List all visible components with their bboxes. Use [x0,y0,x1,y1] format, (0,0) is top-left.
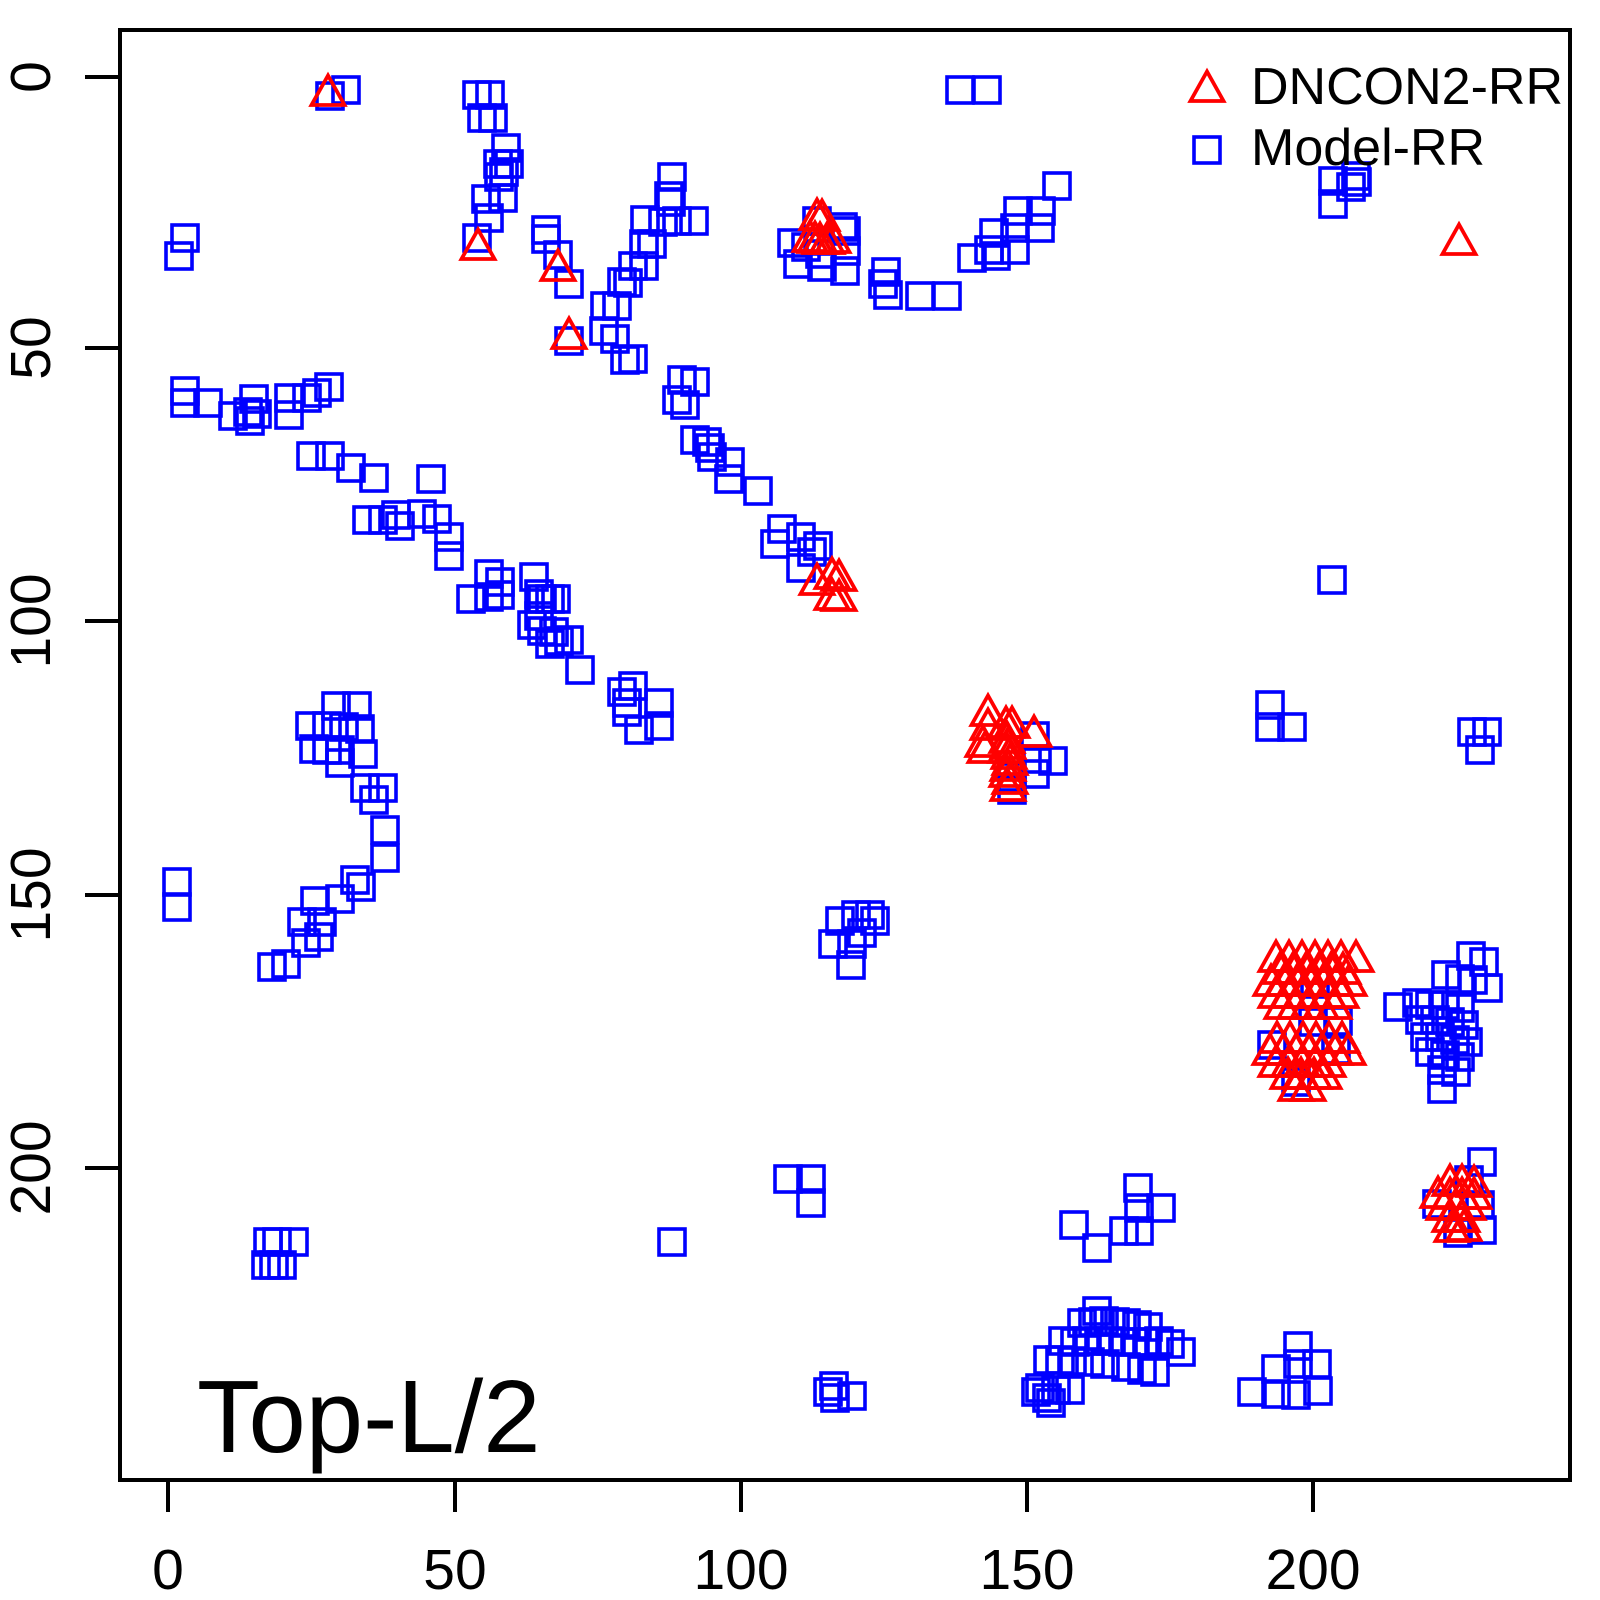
svg-text:Model-RR: Model-RR [1251,119,1485,177]
svg-text:0: 0 [0,61,63,93]
svg-text:Top-L/2: Top-L/2 [197,1359,541,1474]
svg-text:150: 150 [0,847,63,942]
svg-text:50: 50 [423,1538,486,1600]
svg-text:100: 100 [693,1538,788,1600]
svg-text:DNCON2-RR: DNCON2-RR [1251,58,1563,116]
svg-text:0: 0 [152,1538,184,1600]
svg-text:50: 50 [0,316,63,379]
svg-text:200: 200 [0,1120,63,1215]
svg-text:200: 200 [1265,1538,1360,1600]
svg-text:150: 150 [979,1538,1074,1600]
svg-text:100: 100 [0,573,63,668]
